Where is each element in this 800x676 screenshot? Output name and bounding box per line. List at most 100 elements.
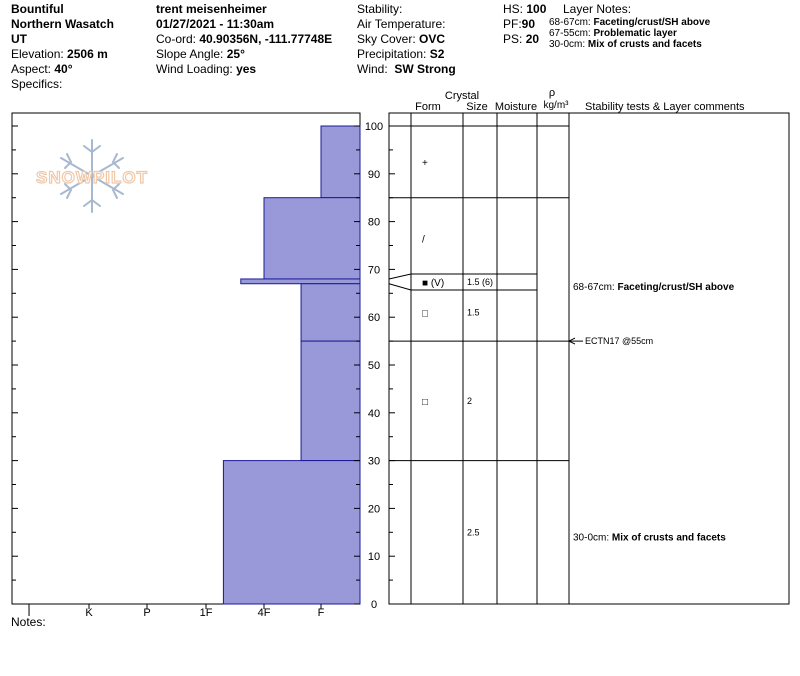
layer-comments: 68-67cm: Faceting/crust/SH above 30-0cm: … (567, 282, 735, 543)
wind-label: Wind: (357, 62, 388, 76)
hardness-tick-label: F (318, 607, 325, 619)
layer-comment: 68-67cm: Faceting/crust/SH above (573, 282, 735, 293)
crystal-form: □ (422, 397, 428, 408)
elevation-label: Elevation: (11, 47, 64, 61)
ps-label: PS: (503, 32, 523, 46)
crystal-size: 2.5 (467, 527, 480, 537)
conditions-info: Stability: Air Temperature: Sky Cover: O… (357, 2, 456, 77)
profile-table-frame (388, 112, 790, 605)
size-header: Size (466, 101, 487, 113)
layer-note-text: Mix of crusts and facets (587, 39, 702, 50)
coord-label: Co-ord: (156, 32, 197, 46)
notes-label: Notes: (11, 615, 46, 629)
depth-tick-label: 20 (368, 503, 380, 515)
layer-comment-range: 30-0cm: (573, 532, 612, 543)
depth-tick-label: 10 (368, 551, 380, 563)
layer-note-item: 30-0cm: Mix of crusts and facets (549, 39, 710, 50)
depth-tick-label: 70 (368, 264, 380, 276)
stability-label: Stability: (357, 2, 403, 16)
depth-tick-label: 40 (368, 408, 380, 420)
layer-note-range: 30-0cm: (549, 39, 586, 50)
layer-note-text: Faceting/crust/SH above (593, 17, 711, 28)
pf-value: 90 (521, 17, 536, 31)
hardness-layer-bar (263, 197, 361, 280)
crystal-form: / (422, 234, 425, 245)
aspect-value: 40° (54, 62, 73, 76)
site-name: Bountiful (11, 2, 64, 16)
depth-axis: 0 10 20 30 40 50 60 70 80 90 100 (12, 121, 395, 611)
wind-value: SW Strong (394, 62, 456, 76)
layer-comment: 30-0cm: Mix of crusts and facets (573, 532, 726, 543)
crystal-form: ■ (V) (422, 278, 444, 289)
depth-tick-label: 100 (365, 121, 383, 133)
depth-tick-label: 50 (368, 360, 380, 372)
layer-connector-line (388, 273, 412, 280)
hardness-layer-bar (300, 340, 361, 462)
form-header: Form (415, 101, 441, 113)
specifics-label: Specifics: (11, 77, 63, 91)
observer-name: trent meisenheimer (156, 2, 267, 16)
layer-note-item: 68-67cm: Faceting/crust/SH above (549, 17, 710, 28)
site-state: UT (11, 32, 27, 46)
hardness-layer-bar (300, 283, 361, 342)
layer-note-text: Problematic layer (593, 28, 677, 39)
layer-note-range: 68-67cm: (549, 17, 591, 28)
hs-value: 100 (526, 2, 547, 16)
logo-text: SNOWPILOT (36, 168, 148, 187)
rho-header: ρ (549, 87, 555, 99)
hardness-tick-label: 1F (200, 607, 213, 619)
hs-label: HS: (503, 2, 524, 16)
layer-note-range: 67-55cm: (549, 28, 591, 39)
site-range: Northern Wasatch (11, 17, 114, 31)
sky-cover-label: Sky Cover: (357, 32, 416, 46)
crystal-header: Crystal (445, 90, 479, 102)
stability-test-label: ECTN17 @55cm (585, 336, 653, 346)
observer-info: trent meisenheimer 01/27/2021 - 11:30am … (156, 2, 332, 77)
air-temp-label: Air Temperature: (357, 17, 446, 31)
hardness-tick-label: I (27, 607, 30, 619)
slope-value: 25° (226, 47, 245, 61)
hardness-layers (222, 125, 361, 605)
ps-value: 20 (525, 32, 540, 46)
crystal-form: + (422, 158, 428, 169)
hardness-tick-label: K (85, 607, 93, 619)
hardness-layer-bar (222, 460, 361, 605)
comments-header: Stability tests & Layer comments (585, 101, 745, 113)
precip-value: S2 (429, 47, 445, 61)
hardness-tick-label: 4F (258, 607, 271, 619)
wind-loading-value: yes (236, 62, 257, 76)
depth-info: HS: 100 PF:90 PS: 20 (503, 2, 546, 47)
pf-label: PF: (503, 17, 522, 31)
site-info: Bountiful Northern Wasatch UT Elevation:… (11, 2, 114, 92)
density-unit-header: kg/m³ (544, 100, 570, 111)
crystal-size: 1.5 (467, 307, 480, 317)
crystal-size: 1.5 (6) (467, 277, 493, 287)
layer-connector-line (388, 283, 412, 291)
aspect-label: Aspect: (11, 62, 52, 76)
layer-note-item: 67-55cm: Problematic layer (549, 28, 710, 39)
snowflake-icon (60, 139, 124, 213)
depth-tick-label: 80 (368, 217, 380, 229)
depth-tick-label: 0 (371, 599, 377, 611)
layer-boundaries (388, 197, 569, 462)
stability-test-arrowhead (567, 337, 576, 345)
depth-tick-label: 30 (368, 456, 380, 468)
crystal-entries: + / ■ (V) 1.5 (6) □ 1.5 □ 2 2.5 (422, 158, 493, 537)
wind-loading-label: Wind Loading: (156, 62, 233, 76)
layer-comment-text: Mix of crusts and facets (612, 532, 726, 543)
crystal-size: 2 (467, 396, 472, 406)
elevation-value: 2506 m (67, 47, 108, 61)
layer-notes-title: Layer Notes: (563, 2, 632, 16)
snowpilot-logo: SNOWPILOT (35, 139, 148, 213)
slope-label: Slope Angle: (156, 47, 224, 61)
hardness-layer-bar (240, 278, 361, 285)
depth-tick-label: 90 (368, 169, 380, 181)
hardness-tick-label: P (143, 607, 150, 619)
hardness-axis: I K P 1F 4F F (27, 604, 325, 619)
crystal-form: □ (422, 308, 428, 319)
layer-notes: Layer Notes: 68-67cm: Faceting/crust/SH … (549, 2, 710, 50)
depth-tick-label: 60 (368, 312, 380, 324)
hardness-layer-bar (320, 125, 361, 199)
moisture-header: Moisture (495, 101, 537, 113)
